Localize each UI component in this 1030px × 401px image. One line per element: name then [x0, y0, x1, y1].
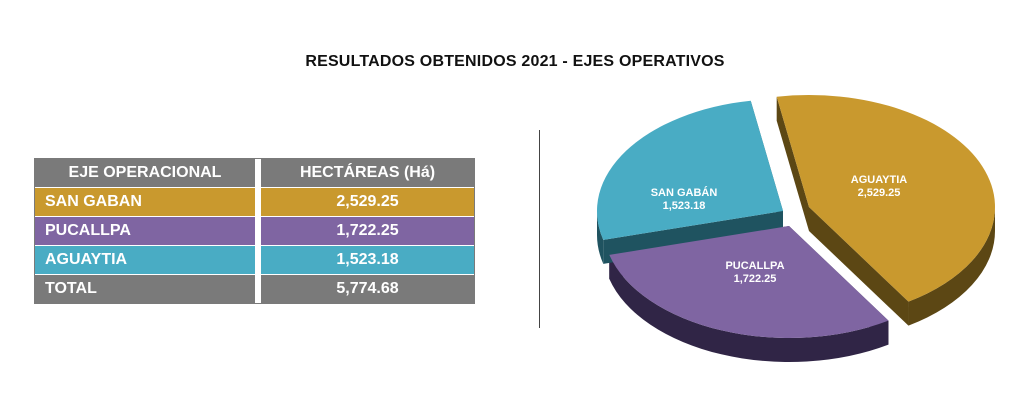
total-label: TOTAL	[35, 275, 255, 303]
column-separator	[255, 159, 261, 187]
row-value: 1,722.25	[261, 217, 474, 245]
pie-slice-side	[609, 254, 889, 362]
pie-slice-value: 2,529.25	[858, 187, 901, 199]
column-separator	[255, 275, 261, 303]
chart-title: RESULTADOS OBTENIDOS 2021 - EJES OPERATI…	[305, 53, 725, 70]
column-separator	[255, 246, 261, 274]
results-table: EJE OPERACIONAL HECTÁREAS (Há) SAN GABAN…	[34, 158, 475, 304]
pie-slice-value: 1,722.25	[734, 273, 777, 285]
pie-slice-value: 1,523.18	[663, 200, 706, 212]
table-row: SAN GABAN 2,529.25	[35, 187, 474, 216]
pie-slice-top	[609, 226, 889, 338]
column-separator	[255, 188, 261, 216]
table-total-row: TOTAL 5,774.68	[35, 274, 474, 303]
pie-slice-wall	[809, 207, 909, 326]
table-row: AGUAYTIA 1,523.18	[35, 245, 474, 274]
total-value: 5,774.68	[261, 275, 474, 303]
row-label: SAN GABAN	[35, 188, 255, 216]
table-row: PUCALLPA 1,722.25	[35, 216, 474, 245]
pie-slice-top	[597, 100, 783, 240]
pie-slice-label: AGUAYTIA	[851, 174, 907, 186]
pie-slice-side	[908, 207, 995, 326]
row-label: AGUAYTIA	[35, 246, 255, 274]
header-eje: EJE OPERACIONAL	[35, 159, 255, 187]
row-value: 1,523.18	[261, 246, 474, 274]
pie-slice-wall	[776, 96, 809, 231]
vertical-divider	[539, 130, 540, 328]
table-header-row: EJE OPERACIONAL HECTÁREAS (Há)	[35, 159, 474, 187]
column-separator	[255, 217, 261, 245]
row-label: PUCALLPA	[35, 217, 255, 245]
header-hectareas: HECTÁREAS (Há)	[261, 159, 474, 187]
row-value: 2,529.25	[261, 188, 474, 216]
pie-slice-top	[776, 94, 995, 302]
pie-slice-label: PUCALLPA	[725, 260, 784, 272]
pie-slice-side	[597, 211, 604, 264]
pie-slice-label: SAN GABÁN	[651, 186, 718, 199]
